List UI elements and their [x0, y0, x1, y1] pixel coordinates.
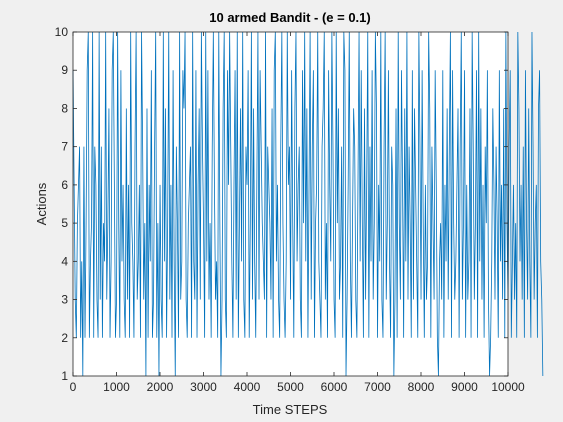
- axes-layer: 0 1000 2000 3000 4000 5000 6000 7000 8000 9000 100…: [55, 25, 525, 394]
- y-tick-label: 4: [61, 254, 68, 268]
- y-tick-label: 2: [61, 331, 68, 345]
- y-axis-label: Actions: [34, 182, 49, 225]
- series-line-0: [72, 31, 544, 377]
- x-tick-label: 1000: [103, 380, 130, 394]
- x-tick-label: 5000: [277, 380, 304, 394]
- chart-title: 10 armed Bandit - (e = 0.1): [209, 10, 370, 25]
- x-tick-label: 3000: [190, 380, 217, 394]
- series-layer: [72, 31, 544, 377]
- y-tick-label: 6: [61, 178, 68, 192]
- x-tick-label: 4000: [234, 380, 261, 394]
- x-tick-label: 9000: [451, 380, 478, 394]
- x-tick-label: 6000: [321, 380, 348, 394]
- y-tick-label: 9: [61, 63, 68, 77]
- y-tick-label: 5: [61, 216, 68, 230]
- y-tick-label: 3: [61, 293, 68, 307]
- y-tick-label: 8: [61, 101, 68, 115]
- x-axis-label: Time STEPS: [253, 402, 328, 417]
- x-tick-label: 2000: [147, 380, 174, 394]
- y-tick-label: 10: [55, 25, 69, 39]
- x-tick-label: 7000: [364, 380, 391, 394]
- x-tick-label: 0: [70, 380, 77, 394]
- x-tick-label: 8000: [408, 380, 435, 394]
- y-tick-label: 7: [61, 140, 68, 154]
- x-tick-label: 10000: [491, 380, 525, 394]
- y-tick-label: 1: [61, 369, 68, 383]
